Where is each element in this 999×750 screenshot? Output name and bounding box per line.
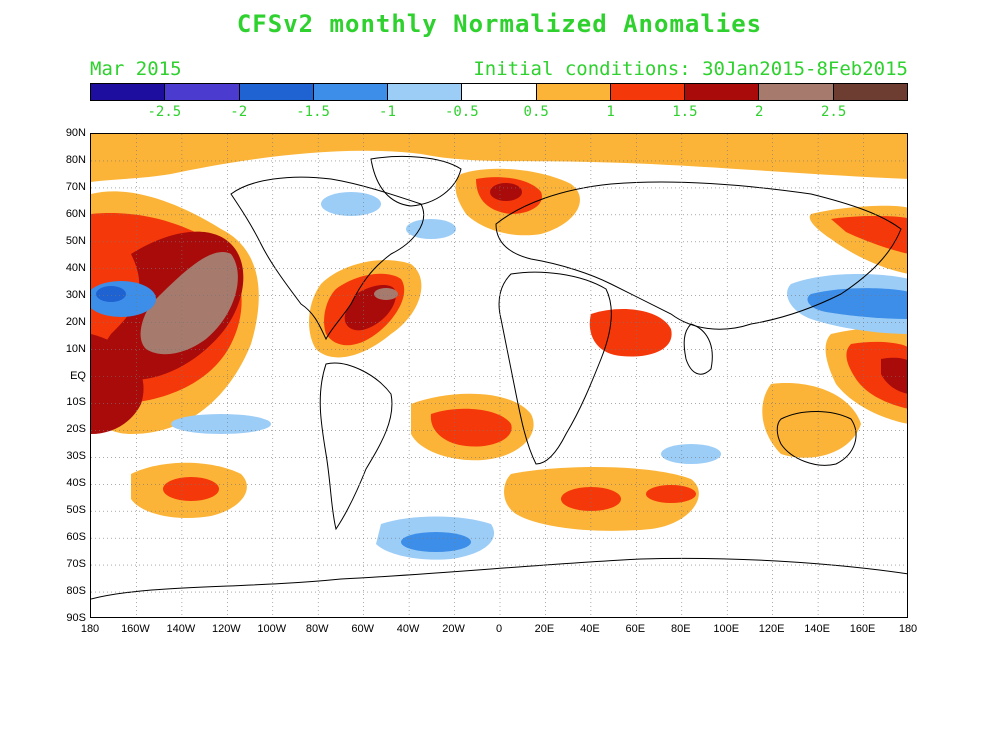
latitude-tick-label: 30S — [66, 450, 86, 463]
latitude-tick-label: 70S — [66, 558, 86, 571]
color-scale-cell — [685, 84, 760, 100]
color-scale-cell — [388, 84, 463, 100]
latitude-tick-label: 20S — [66, 423, 86, 436]
anomaly-fields — [91, 134, 907, 560]
color-scale-cell — [91, 84, 166, 100]
longitude-tick-label: 160W — [121, 623, 150, 635]
latitude-tick-label: 60S — [66, 531, 86, 544]
color-scale-cell — [462, 84, 537, 100]
longitude-tick-label: 180 — [80, 623, 100, 635]
longitude-tick-label: 140E — [804, 623, 830, 635]
latitude-tick-label: 90N — [65, 127, 86, 139]
latitude-tick-label: 30N — [65, 288, 86, 301]
longitude-tick-label: 140W — [166, 623, 196, 635]
longitude-tick-label: 160E — [849, 623, 876, 635]
longitude-tick-label: 60W — [351, 623, 374, 635]
latitude-tick-label: 70N — [65, 180, 86, 193]
color-scale-bar — [90, 83, 908, 101]
color-scale-cell — [239, 84, 314, 100]
color-scale-tick-label: -2 — [230, 104, 248, 120]
color-scale-tick-label: 1 — [606, 104, 615, 120]
color-scale-tick-label: 2 — [755, 104, 764, 120]
color-scale-tick-label: -0.5 — [444, 104, 479, 120]
initial-conditions: Initial conditions: 30Jan2015-8Feb2015 — [473, 58, 908, 80]
longitude-tick-label: 40E — [580, 623, 600, 635]
forecast-month: Mar 2015 — [90, 58, 182, 80]
map-title: CFSv2 monthly Normalized Anomalies — [236, 10, 763, 38]
lat-lon-grid — [91, 134, 907, 617]
color-scale-cell — [313, 84, 389, 100]
latitude-tick-label: 40S — [66, 477, 86, 490]
latitude-tick-label: 90S — [66, 612, 86, 624]
longitude-tick-label: 180 — [898, 623, 918, 635]
color-scale-cell — [610, 84, 686, 100]
latitude-tick-label: 50S — [66, 504, 86, 517]
longitude-tick-label: 80E — [670, 623, 691, 635]
latitude-tick-label: 10N — [65, 342, 86, 355]
latitude-tick-label: 20N — [65, 315, 86, 328]
longitude-tick-label: 120W — [211, 623, 241, 635]
longitude-tick-label: 60E — [625, 623, 646, 635]
longitude-tick-label: 20E — [534, 623, 555, 635]
latitude-tick-label: 40N — [65, 261, 86, 274]
longitude-tick-label: 100E — [713, 623, 740, 635]
color-scale-tick-label: -1.5 — [296, 104, 330, 120]
color-scale-tick-label: 1.5 — [672, 104, 698, 120]
color-scale-tick-label: 2.5 — [820, 104, 847, 120]
longitude-tick-label: 80W — [305, 623, 329, 635]
color-scale-tick-label: 0.5 — [523, 104, 549, 120]
map-canvas — [91, 134, 907, 617]
anomaly-map — [90, 133, 908, 618]
longitude-tick-label: 20W — [442, 623, 465, 635]
color-scale-tick-label: -2.5 — [147, 104, 182, 120]
longitude-tick-label: 120E — [758, 623, 785, 635]
longitude-tick-label: 100W — [257, 623, 287, 635]
latitude-tick-label: 80S — [66, 585, 86, 598]
color-scale-tick-label: -1 — [379, 104, 396, 120]
longitude-tick-label: 40W — [396, 623, 420, 635]
latitude-tick-label: 80N — [65, 153, 86, 166]
color-scale-cell — [759, 84, 834, 100]
color-scale-cell — [833, 84, 907, 100]
color-scale-cell — [165, 84, 240, 100]
latitude-tick-label: 60N — [65, 207, 86, 220]
longitude-tick-label: 0 — [495, 623, 503, 635]
latitude-tick-label: EQ — [70, 369, 86, 382]
latitude-tick-label: 50N — [65, 234, 86, 247]
color-scale-cell — [536, 84, 611, 100]
latitude-tick-label: 10S — [66, 396, 86, 409]
